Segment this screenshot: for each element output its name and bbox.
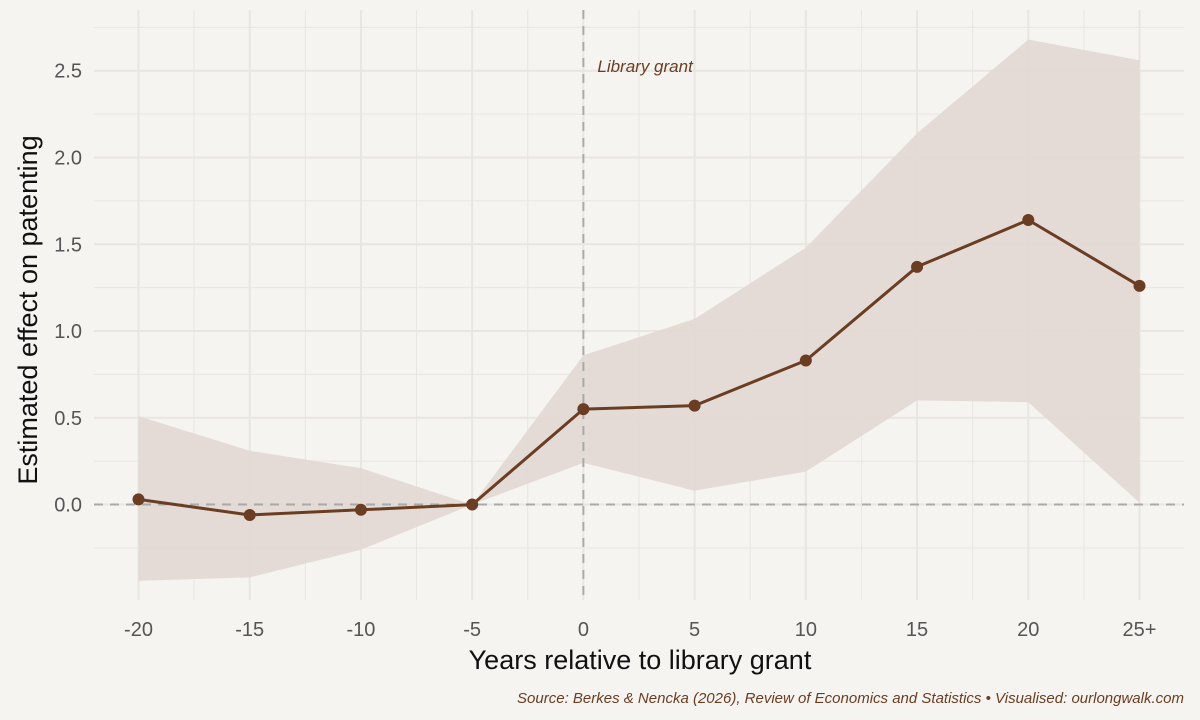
y-tick-label: 1.0	[54, 321, 82, 343]
data-point-5	[688, 399, 701, 412]
annotation-library-grant: Library grant	[597, 57, 694, 76]
x-tick-label: 20	[1017, 619, 1039, 641]
confidence-band-layer	[138, 39, 1140, 581]
data-point-15	[911, 260, 924, 273]
x-tick-label: 5	[689, 619, 700, 641]
y-tick-label: 2.5	[54, 61, 82, 83]
data-points	[132, 213, 1146, 521]
x-tick-labels: -20 -15 -10 -5 0 5 10 15 20 25+	[124, 619, 1156, 641]
confidence-band	[138, 39, 1140, 581]
reference-lines	[94, 10, 1184, 600]
series-line-layer	[138, 218, 1141, 517]
data-point--5	[466, 498, 479, 511]
series-line	[138, 218, 1141, 517]
source-caption: Source: Berkes & Nencka (2026), Review o…	[517, 690, 1184, 707]
x-tick-label: 10	[795, 619, 817, 641]
y-axis-title: Estimated effect on patenting	[13, 135, 43, 484]
x-tick-label: -5	[463, 619, 481, 641]
data-point--15	[243, 508, 256, 521]
data-point-25+	[1133, 279, 1146, 292]
y-tick-label: 0.5	[54, 408, 82, 430]
data-point-10	[799, 354, 812, 367]
data-point-20	[1022, 213, 1035, 226]
data-point-0	[577, 403, 590, 416]
x-axis-title: Years relative to library grant	[469, 645, 812, 675]
x-tick-label: 25+	[1123, 619, 1157, 641]
x-tick-label: 0	[578, 619, 589, 641]
data-point--20	[132, 493, 145, 506]
x-tick-label: 15	[906, 619, 928, 641]
y-tick-label: 1.5	[54, 234, 82, 256]
y-tick-labels: 0.0 0.5 1.0 1.5 2.0 2.5	[54, 61, 82, 517]
data-point--10	[354, 503, 367, 516]
x-tick-label: -15	[235, 619, 264, 641]
y-tick-label: 2.0	[54, 148, 82, 170]
x-tick-label: -20	[124, 619, 153, 641]
x-tick-label: -10	[346, 619, 375, 641]
y-tick-label: 0.0	[54, 495, 82, 517]
